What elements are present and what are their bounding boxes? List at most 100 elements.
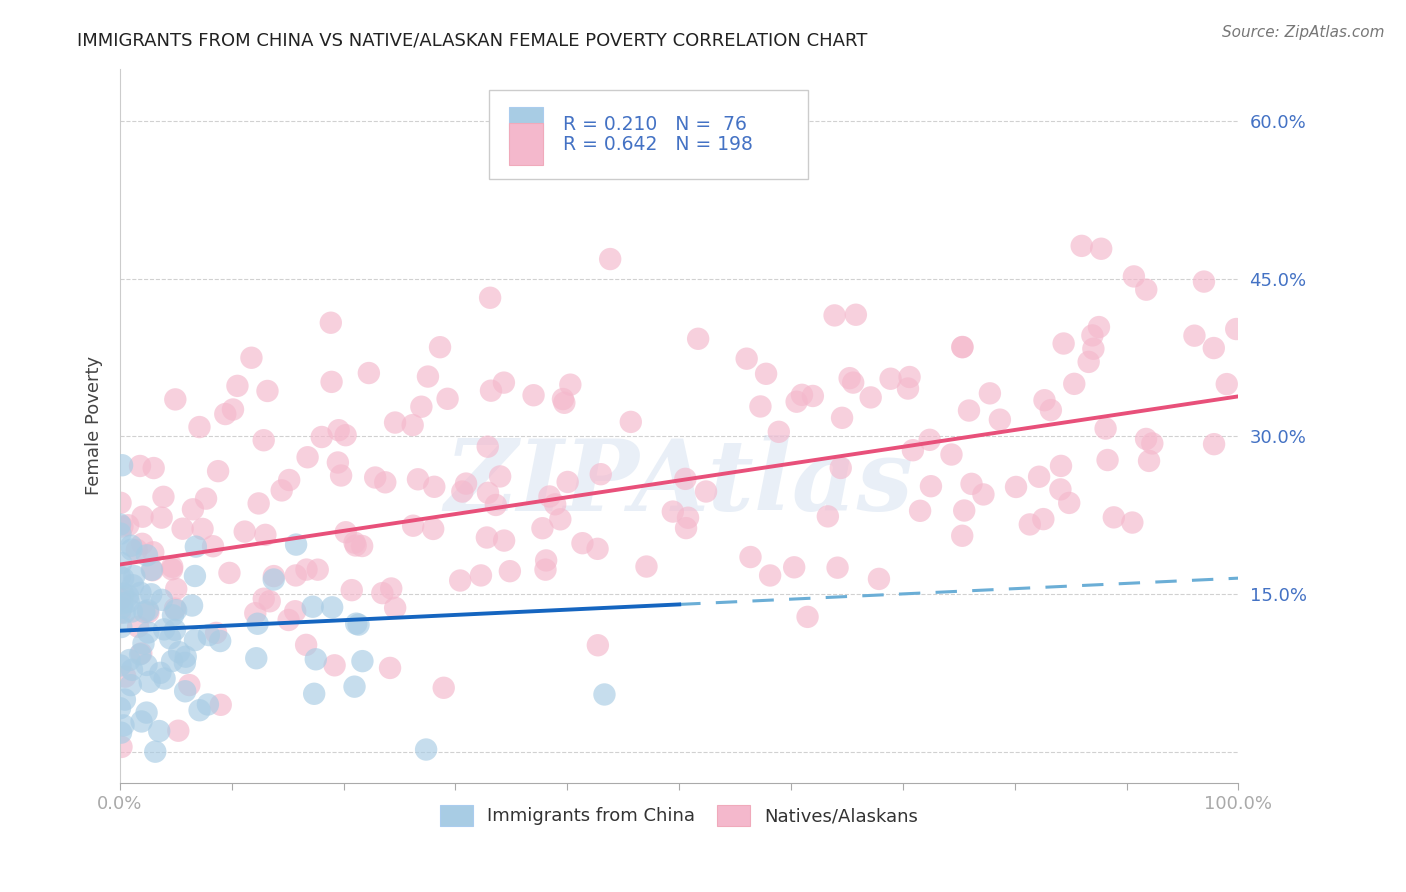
Point [184,569,207,583]
Point [142,545,165,559]
Point [492,376,515,390]
Point [162,608,184,623]
Point [534,553,557,567]
Point [897,382,920,396]
Point [259,594,281,608]
Point [152,490,174,504]
Point [263,569,285,583]
Point [531,521,554,535]
Point [593,688,616,702]
Point [586,638,609,652]
Point [901,443,924,458]
Point [898,370,921,384]
Point [111,596,134,610]
Point [952,340,974,354]
Point [599,252,621,266]
Point [1142,436,1164,450]
Point [114,606,136,620]
Point [297,450,319,465]
Point [110,725,132,739]
Point [121,542,143,557]
Point [135,657,157,672]
Point [695,484,717,499]
Point [321,375,343,389]
Point [285,538,308,552]
Point [129,458,152,473]
Point [1032,512,1054,526]
Point [284,604,307,618]
Point [384,600,406,615]
Point [197,698,219,712]
Text: R = 0.642   N = 198: R = 0.642 N = 198 [562,135,752,153]
Point [538,490,561,504]
Point [1202,341,1225,355]
Point [620,415,643,429]
Point [522,388,544,402]
Point [1077,355,1099,369]
Point [167,645,190,659]
Point [560,377,582,392]
Point [479,291,502,305]
Point [335,428,357,442]
Text: Source: ZipAtlas.com: Source: ZipAtlas.com [1222,25,1385,40]
Point [174,649,197,664]
Point [148,724,170,739]
Point [181,599,204,613]
Point [1028,469,1050,483]
Point [110,601,132,615]
Point [226,379,249,393]
Point [120,539,142,553]
Point [202,539,225,553]
Point [112,590,135,604]
Point [790,388,813,402]
Point [454,476,477,491]
Point [295,638,318,652]
Point [470,568,492,582]
Point [423,480,446,494]
Point [277,613,299,627]
Point [783,560,806,574]
Point [321,600,343,615]
Point [451,484,474,499]
Point [141,587,163,601]
Point [343,680,366,694]
Point [380,582,402,596]
Point [571,536,593,550]
Point [142,461,165,475]
Point [1005,480,1028,494]
Point [142,563,165,577]
Point [150,592,173,607]
Point [124,569,146,583]
Point [311,430,333,444]
Point [918,433,941,447]
Point [153,672,176,686]
Point [1184,328,1206,343]
Point [489,469,512,483]
Point [1039,403,1062,417]
Point [127,620,149,634]
Point [824,309,846,323]
Point [270,483,292,498]
Point [111,458,134,473]
Point [1225,322,1247,336]
Point [551,392,574,406]
Point [121,605,143,619]
Point [163,623,186,637]
Point [134,605,156,619]
Point [941,448,963,462]
Point [1049,483,1071,497]
Point [181,502,204,516]
Point [831,410,853,425]
Point [429,340,451,354]
Point [131,537,153,551]
Point [174,656,197,670]
Point [1018,517,1040,532]
Point [859,391,882,405]
Point [675,521,697,535]
Point [153,623,176,637]
Point [1137,454,1160,468]
Point [1202,437,1225,451]
Point [960,476,983,491]
Point [422,522,444,536]
Point [326,455,349,469]
